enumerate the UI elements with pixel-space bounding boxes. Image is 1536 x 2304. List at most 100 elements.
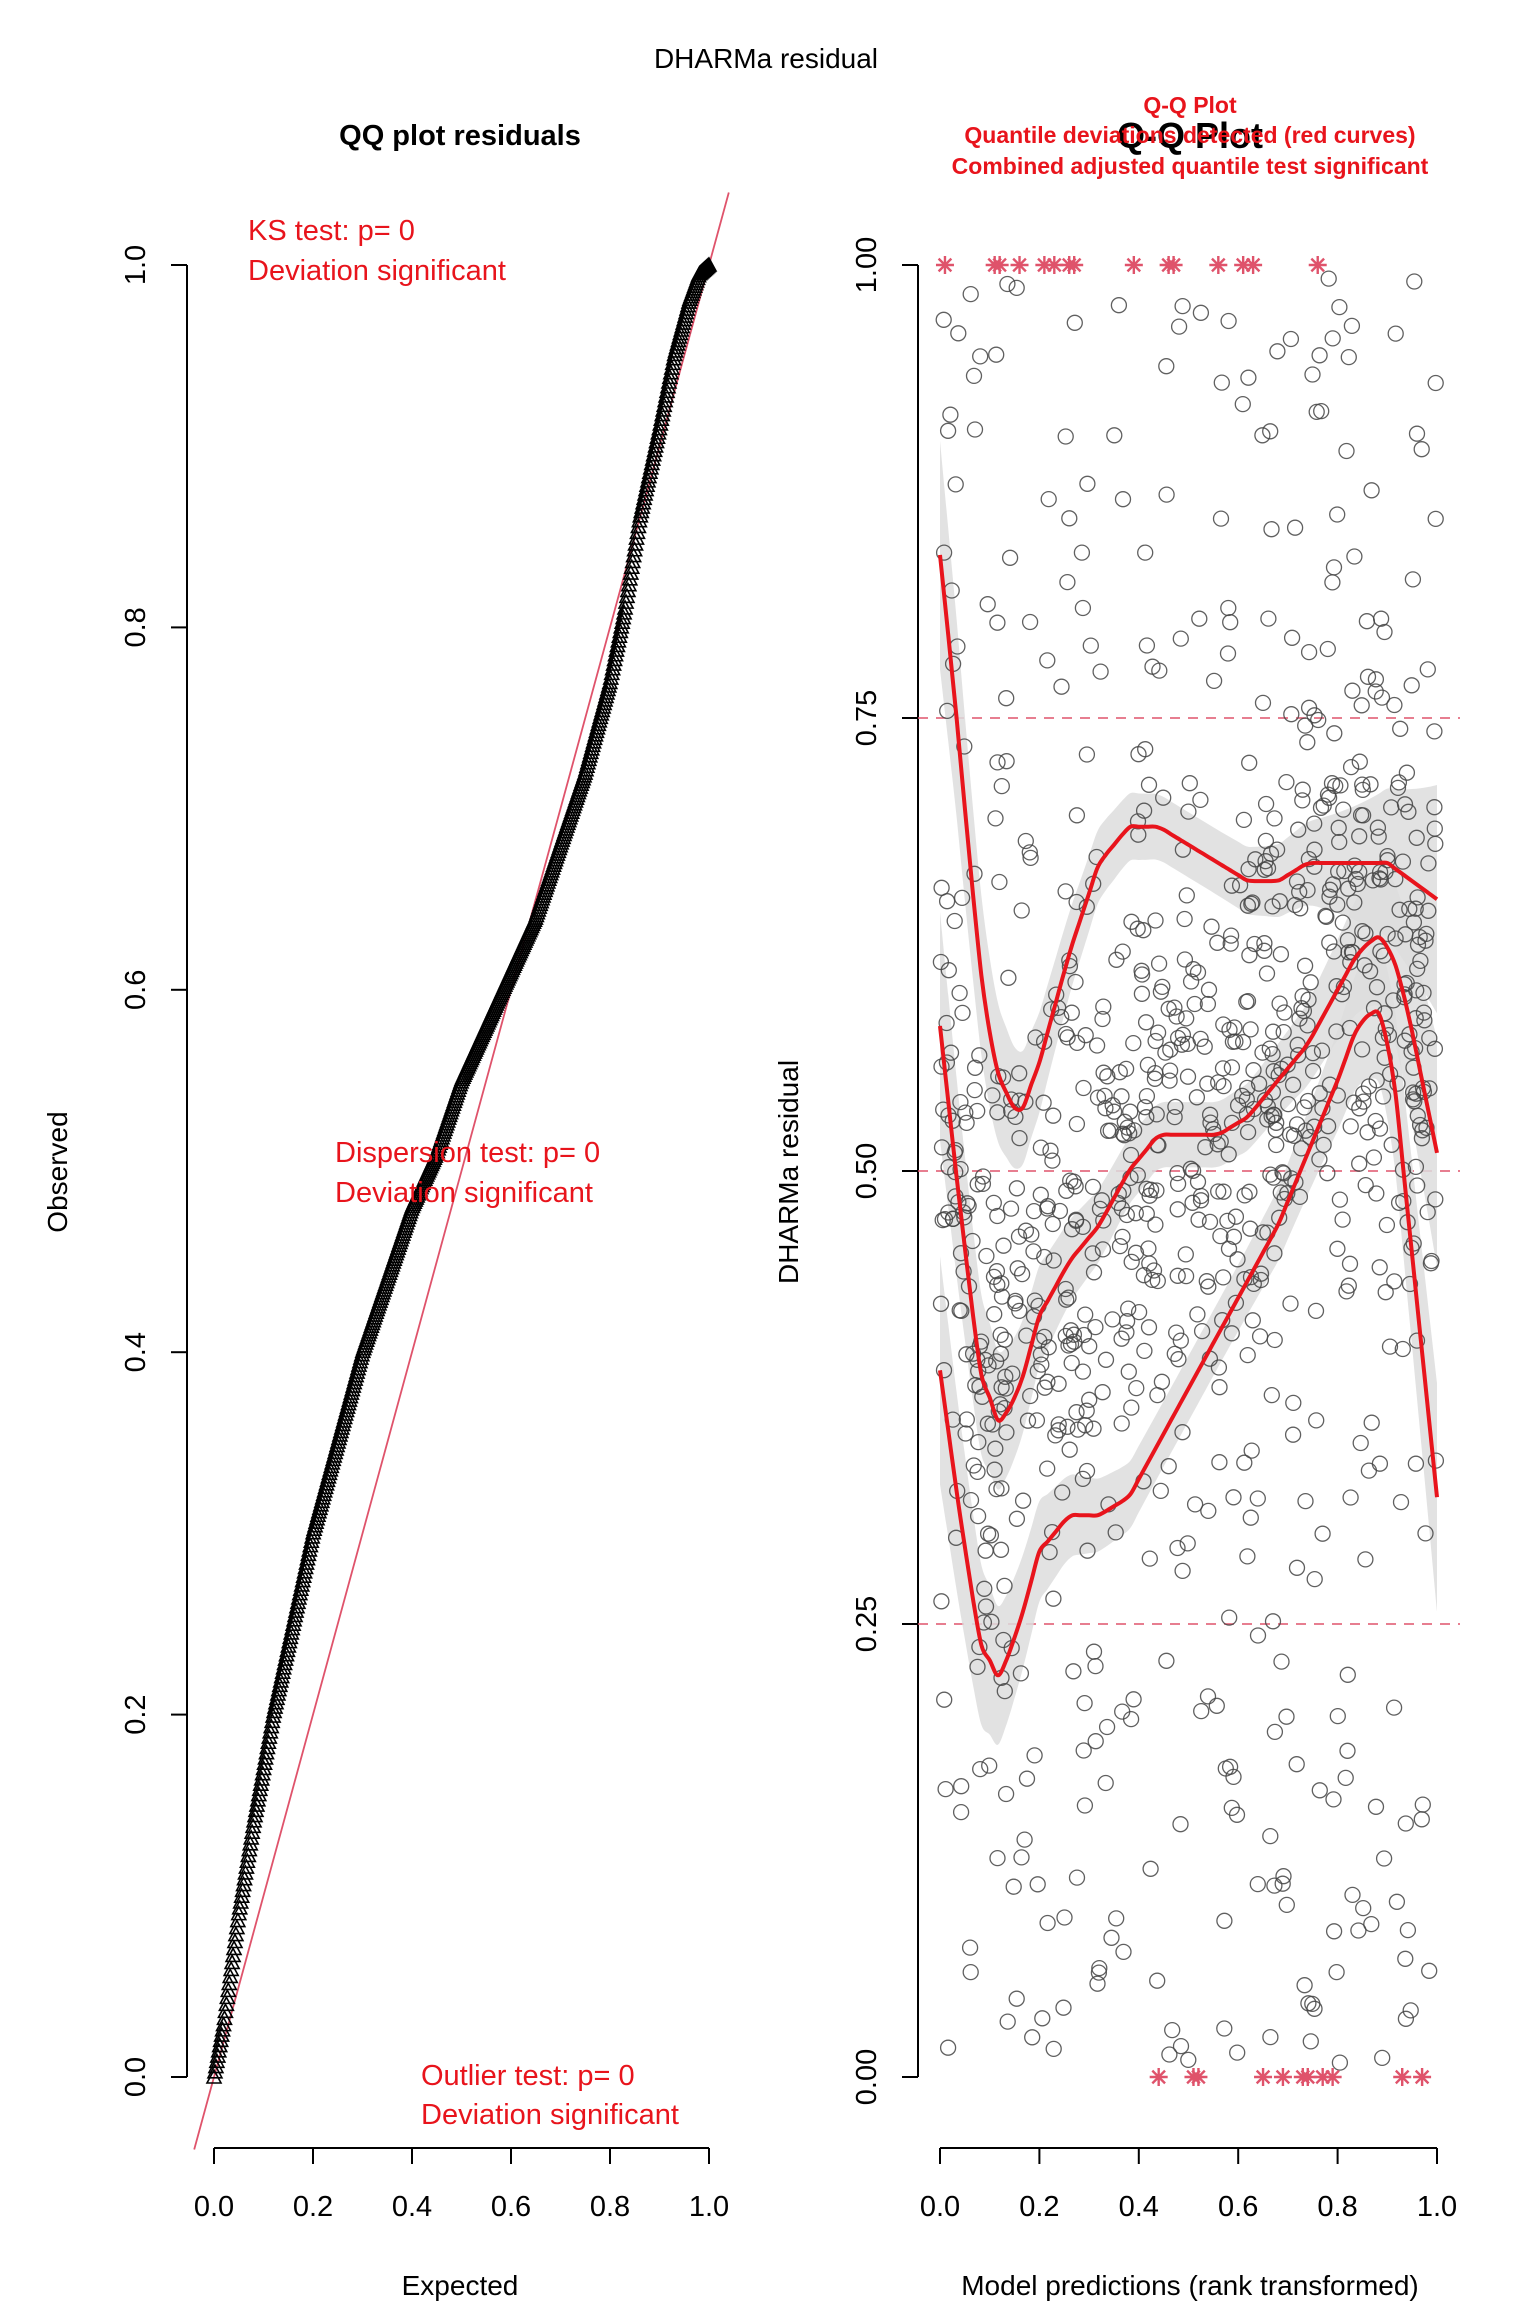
residual-point xyxy=(1184,1162,1202,1179)
qq-point xyxy=(286,1606,304,1623)
residual-point xyxy=(933,879,950,896)
residual-point xyxy=(952,1803,970,1821)
residual-point xyxy=(1127,1244,1145,1261)
residual-point xyxy=(1114,1703,1131,1720)
residual-point xyxy=(1113,1200,1131,1217)
residual-point xyxy=(1166,1345,1183,1363)
residual-point xyxy=(1417,1525,1434,1542)
residual-point xyxy=(1028,1412,1046,1429)
residual-points xyxy=(932,270,1445,2071)
residual-point xyxy=(937,1780,954,1798)
qq-point xyxy=(296,1563,313,1579)
qq-y-tick-label: 0.4 xyxy=(120,1332,152,1372)
residual-point xyxy=(1236,1187,1253,1204)
residual-point xyxy=(947,476,964,493)
residual-point xyxy=(986,1461,1003,1478)
residual-point xyxy=(966,1059,984,1076)
residual-point xyxy=(1077,1306,1094,1323)
residual-point xyxy=(979,1415,997,1432)
qq-point xyxy=(631,507,649,523)
residual-point xyxy=(1249,1627,1267,1644)
qq-point xyxy=(656,391,674,408)
residual-point xyxy=(1227,1294,1245,1312)
residual-point xyxy=(1273,1653,1290,1670)
residual-point xyxy=(1388,1893,1406,1910)
residual-point xyxy=(1110,297,1128,314)
residual-point xyxy=(1200,981,1218,998)
ks-test-annotation: KS test: p= 0 xyxy=(248,215,415,247)
qq-y-tick-label: 0.6 xyxy=(120,970,152,1010)
qq-point xyxy=(635,489,653,506)
residual-point xyxy=(1152,1482,1169,1500)
residual-point xyxy=(1220,1146,1237,1163)
qq-point xyxy=(609,636,626,653)
residual-point xyxy=(1114,943,1131,960)
residual-point xyxy=(1034,2010,1051,2027)
residual-point xyxy=(1040,490,1057,508)
residual-point xyxy=(1152,983,1170,1000)
residual-point xyxy=(1266,1331,1283,1349)
residual-point xyxy=(970,1433,987,1451)
residual-point xyxy=(1338,442,1355,460)
residual-point xyxy=(1021,613,1039,631)
residual-point xyxy=(1408,829,1425,846)
qq-point xyxy=(207,2057,225,2074)
residual-point xyxy=(1264,1613,1282,1630)
residual-point xyxy=(1420,855,1437,872)
residual-point xyxy=(1061,510,1078,527)
qq-point xyxy=(300,1545,317,1562)
residual-point xyxy=(1252,1271,1270,1289)
residual-point xyxy=(936,1211,954,1228)
qq-point xyxy=(601,673,619,690)
residual-point xyxy=(1045,1107,1062,1124)
residual-point xyxy=(1215,1077,1232,1095)
residual-point xyxy=(969,1463,986,1481)
residual-point xyxy=(1203,918,1220,935)
residual-point xyxy=(1036,1248,1053,1266)
residual-point xyxy=(1114,1228,1131,1246)
residual-point xyxy=(1094,1241,1112,1258)
residual-point xyxy=(1397,2010,1415,2027)
qq-point xyxy=(267,1694,285,1710)
qq-point xyxy=(283,1619,301,1636)
qq-point xyxy=(613,613,631,629)
residual-point xyxy=(1164,2021,1181,2039)
residual-point xyxy=(1139,1056,1157,1074)
residual-point xyxy=(1286,519,1304,536)
residual-point xyxy=(1266,1723,1284,1741)
residual-point xyxy=(1149,1024,1167,1041)
residual-point xyxy=(939,2039,957,2056)
residual-point xyxy=(1210,1183,1227,1200)
residual-point xyxy=(966,421,984,438)
residual-point xyxy=(1147,1216,1164,1233)
residual-point xyxy=(1008,1990,1025,2007)
residual-point xyxy=(1051,1202,1069,1220)
residual-point xyxy=(1125,1691,1142,1708)
residual-point xyxy=(1087,1733,1104,1750)
qq-point xyxy=(600,677,618,693)
residual-point xyxy=(1212,510,1230,527)
qq-point xyxy=(206,2063,224,2079)
residual-point xyxy=(1137,741,1154,758)
quantile-curve xyxy=(938,935,1439,1423)
residual-point xyxy=(1311,347,1328,364)
residual-point xyxy=(1011,1129,1028,1147)
residual-point xyxy=(1407,1158,1425,1176)
residual-point xyxy=(1302,974,1319,991)
residual-point xyxy=(997,1785,1015,1803)
residual-point xyxy=(1087,1318,1104,1336)
residual-outliers xyxy=(935,256,1432,2086)
residual-point xyxy=(1018,1770,1036,1787)
residual-point xyxy=(1108,951,1125,968)
residual-point xyxy=(1319,786,1337,803)
residual-point xyxy=(1016,1831,1033,1848)
residual-point xyxy=(1368,1185,1385,1202)
residual-point xyxy=(1325,1923,1343,1940)
residual-point xyxy=(1168,1008,1185,1025)
res-x-tick-label: 1.0 xyxy=(1417,2191,1457,2223)
residual-point xyxy=(1317,907,1334,925)
residual-point xyxy=(1324,574,1341,591)
residual-point xyxy=(1050,1375,1067,1392)
qq-point xyxy=(257,1749,274,1765)
qq-point xyxy=(659,377,677,394)
